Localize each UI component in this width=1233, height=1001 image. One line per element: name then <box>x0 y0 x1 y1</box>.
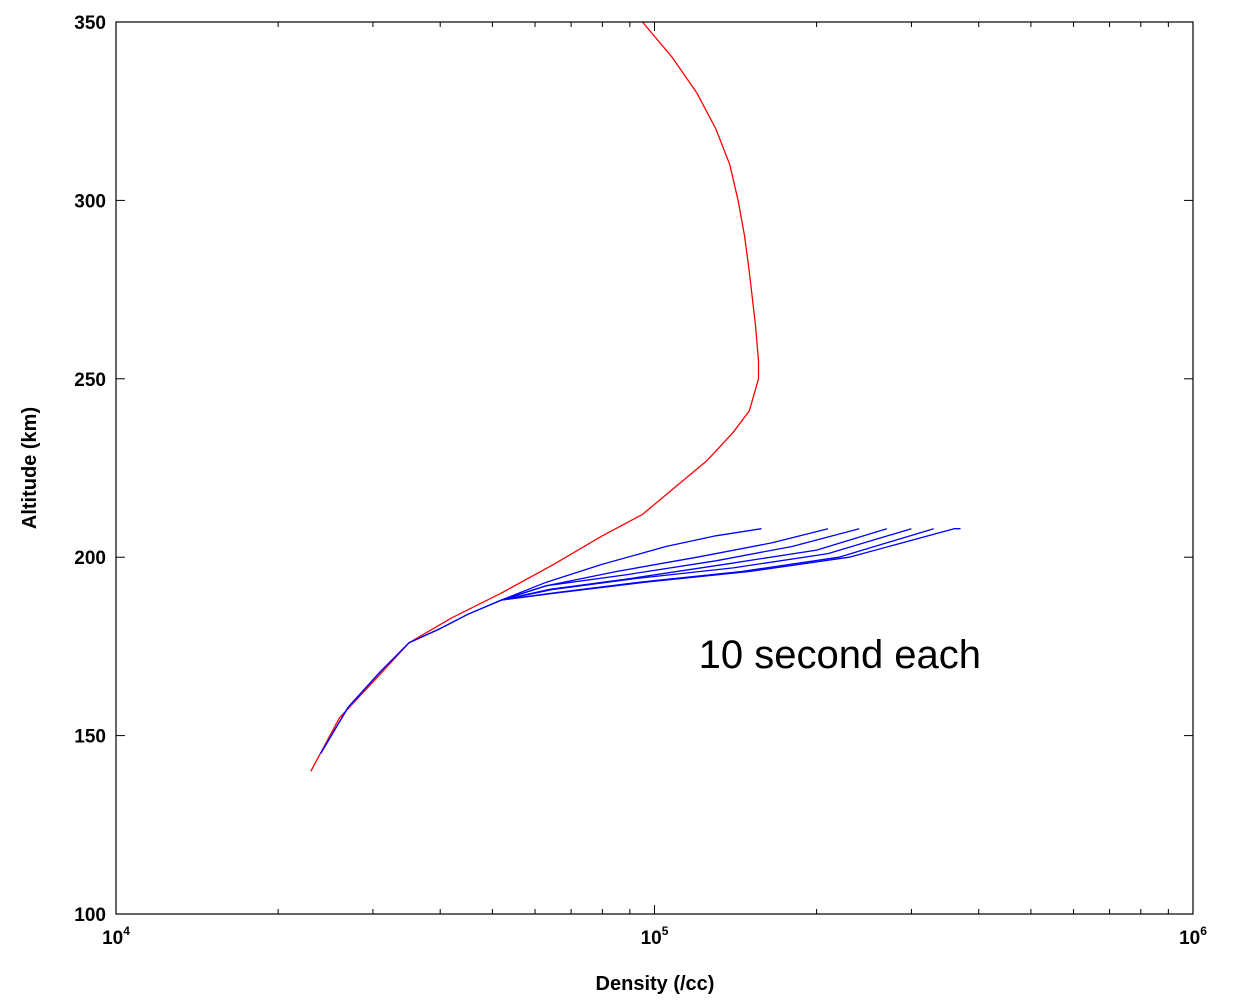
series-line-2 <box>320 528 829 754</box>
y-tick-label: 250 <box>74 370 106 391</box>
y-tick-label: 350 <box>74 13 106 34</box>
y-tick-label: 300 <box>74 191 106 212</box>
series-line-0 <box>310 21 760 772</box>
x-tick-label: 104 <box>102 924 130 949</box>
x-tick-label: 105 <box>641 924 669 949</box>
series-line-5 <box>501 528 912 601</box>
y-tick-label: 200 <box>74 548 106 569</box>
y-axis-label: Altitude (km) <box>19 407 41 529</box>
series-line-7 <box>501 528 961 601</box>
tick-layer: 104 105 106 100 150 200 250 300 350 <box>74 13 1207 949</box>
y-tick-label: 150 <box>74 727 106 748</box>
chart-annotation: 10 second each <box>699 633 981 677</box>
x-tick-label: 106 <box>1179 924 1207 949</box>
plot-layer <box>310 21 961 772</box>
y-tick-label: 100 <box>74 905 106 926</box>
series-line-3 <box>501 528 860 601</box>
x-axis-label: Density (/cc) <box>596 973 715 995</box>
